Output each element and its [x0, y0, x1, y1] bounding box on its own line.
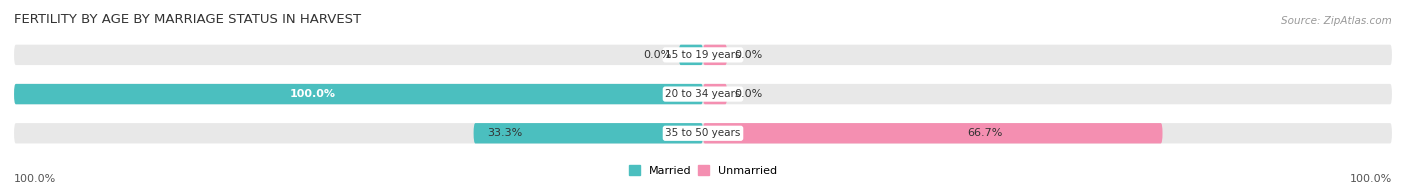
FancyBboxPatch shape [14, 84, 1392, 104]
Legend: Married, Unmarried: Married, Unmarried [624, 161, 782, 180]
FancyBboxPatch shape [703, 84, 727, 104]
Text: 66.7%: 66.7% [967, 128, 1002, 138]
Text: Source: ZipAtlas.com: Source: ZipAtlas.com [1281, 16, 1392, 26]
Text: 35 to 50 years: 35 to 50 years [665, 128, 741, 138]
Text: 100.0%: 100.0% [1350, 174, 1392, 184]
FancyBboxPatch shape [14, 45, 1392, 65]
Text: 0.0%: 0.0% [734, 50, 762, 60]
FancyBboxPatch shape [679, 45, 703, 65]
FancyBboxPatch shape [14, 123, 1392, 143]
Text: 33.3%: 33.3% [488, 128, 523, 138]
Text: 15 to 19 years: 15 to 19 years [665, 50, 741, 60]
FancyBboxPatch shape [14, 84, 703, 104]
Text: FERTILITY BY AGE BY MARRIAGE STATUS IN HARVEST: FERTILITY BY AGE BY MARRIAGE STATUS IN H… [14, 13, 361, 26]
FancyBboxPatch shape [703, 45, 727, 65]
FancyBboxPatch shape [703, 123, 1163, 143]
Text: 100.0%: 100.0% [14, 174, 56, 184]
Text: 0.0%: 0.0% [644, 50, 672, 60]
FancyBboxPatch shape [474, 123, 703, 143]
Text: 0.0%: 0.0% [734, 89, 762, 99]
Text: 20 to 34 years: 20 to 34 years [665, 89, 741, 99]
Text: 100.0%: 100.0% [290, 89, 336, 99]
